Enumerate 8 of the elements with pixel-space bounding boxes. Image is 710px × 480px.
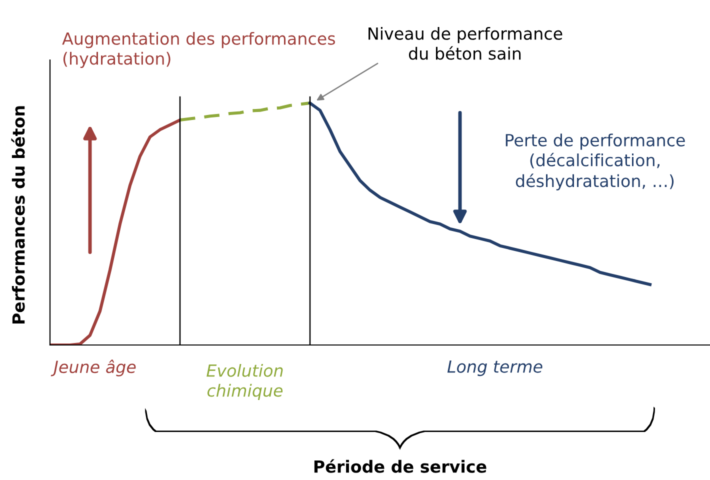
text: Jeune âge	[50, 360, 136, 376]
text: Niveau de performance du béton sain	[368, 26, 562, 60]
annotation: Perte de performance (décalcification, déshydratation, …)	[506, 134, 685, 190]
y-axis-title: Performances du béton	[11, 106, 25, 324]
text: Evolution chimique	[206, 364, 283, 400]
text: Long terme	[447, 360, 542, 376]
text: Augmentation des performances (hydratation)	[62, 32, 335, 68]
text: Période de service	[314, 459, 486, 473]
